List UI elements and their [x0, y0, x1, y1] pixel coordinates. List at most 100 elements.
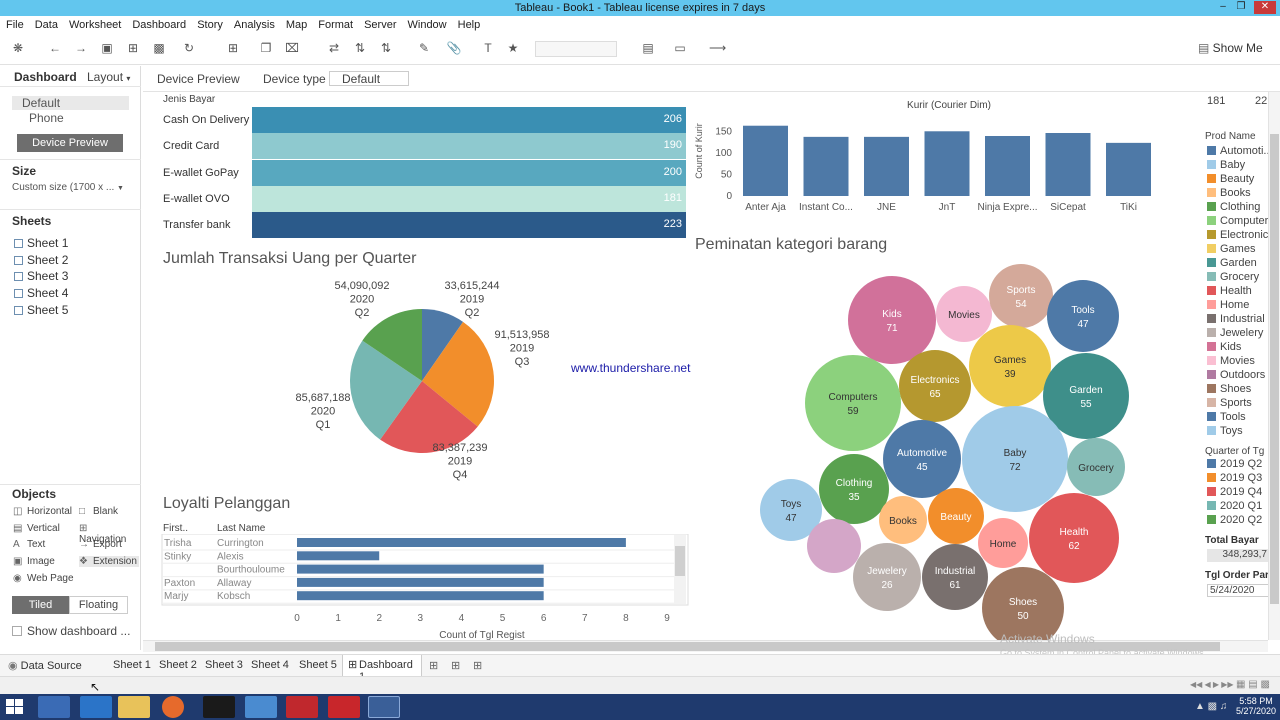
menu-item-map[interactable]: Map — [285, 18, 308, 31]
menu-item-story[interactable]: Story — [197, 18, 223, 31]
vertical-scrollbar[interactable] — [1268, 92, 1280, 640]
server-manager-icon[interactable] — [38, 696, 70, 718]
object-navigation[interactable]: ⊞Navigation — [79, 523, 140, 545]
bubble-shoes[interactable] — [982, 567, 1064, 640]
group-icon[interactable]: 📎 — [446, 41, 462, 55]
quarter-legend-item[interactable]: 2020 Q2 — [1207, 514, 1262, 526]
prod-legend-item[interactable]: Computers — [1207, 215, 1274, 227]
prod-legend-item[interactable]: Movies — [1207, 355, 1255, 367]
jenis-bayar-bar[interactable]: 200 — [252, 159, 686, 186]
close-icon[interactable]: ✕ — [1254, 1, 1276, 14]
jenis-bayar-bar[interactable]: 181 — [252, 185, 686, 212]
bubble-computers[interactable] — [805, 355, 901, 451]
save-icon[interactable]: ▣ — [101, 41, 113, 55]
clock[interactable]: 5:58 PM 5/27/2020 — [1236, 696, 1276, 716]
tab-sheet-3[interactable]: Sheet 3 — [205, 659, 243, 671]
prod-legend-item[interactable]: Automoti... — [1207, 145, 1273, 157]
device-default[interactable]: Default — [12, 96, 129, 110]
new-dashboard-tab-icon[interactable]: ⊞ — [451, 660, 461, 672]
loyalti-col-last[interactable]: Last Name — [217, 523, 266, 534]
quarter-legend-item[interactable]: 2019 Q4 — [1207, 486, 1262, 498]
clear-sheet-icon[interactable]: ⌧ — [285, 41, 299, 55]
bubble-electronics[interactable] — [899, 350, 971, 422]
terminal-icon[interactable] — [203, 696, 235, 718]
device-phone[interactable]: Phone — [29, 111, 64, 125]
new-worksheet-tab-icon[interactable]: ⊞ — [429, 660, 439, 672]
tab-data-source[interactable]: ◉ Data Source — [8, 659, 82, 672]
minimize-icon[interactable]: – — [1220, 1, 1226, 12]
restore-icon[interactable]: ❐ — [1236, 1, 1246, 12]
prod-legend-item[interactable]: Health — [1207, 285, 1252, 297]
tiled-button[interactable]: Tiled — [12, 596, 69, 614]
menu-item-server[interactable]: Server — [364, 18, 397, 31]
bubble-grocery[interactable] — [1067, 438, 1125, 496]
object-horizontal[interactable]: ◫ Horizontal — [13, 506, 72, 517]
kurir-bar[interactable] — [743, 125, 788, 196]
loyalti-col-first[interactable]: First.. — [163, 523, 188, 534]
pie-slice[interactable] — [380, 381, 478, 453]
tableau-task-icon[interactable] — [368, 696, 400, 718]
refresh-icon[interactable]: ↻ — [183, 41, 195, 55]
prod-legend-item[interactable]: Games — [1207, 243, 1255, 255]
horizontal-scrollbar[interactable] — [143, 640, 1268, 652]
menu-item-analysis[interactable]: Analysis — [233, 18, 275, 31]
presentation-mode-icon[interactable]: ▭ — [674, 41, 686, 55]
app-grid-icon[interactable] — [328, 696, 360, 718]
swap-icon[interactable]: ⇄ — [328, 41, 340, 55]
pie-slice[interactable] — [350, 340, 422, 440]
sheet-item-2[interactable]: Sheet 2 — [14, 253, 68, 267]
new-story-tab-icon[interactable]: ⊞ — [473, 660, 483, 672]
show-title-checkbox[interactable]: Show dashboard ... — [12, 624, 130, 638]
prod-legend-item[interactable]: Electronics — [1207, 229, 1274, 241]
scrollbar-thumb[interactable] — [155, 642, 1220, 651]
prod-legend-item[interactable]: Outdoors — [1207, 369, 1265, 381]
scrollbar-thumb[interactable] — [1270, 134, 1279, 604]
prod-legend-item[interactable]: Baby — [1207, 159, 1245, 171]
size-dropdown[interactable]: Custom size (1700 x ... ▼ — [12, 182, 124, 193]
jenis-bayar-bar[interactable]: 190 — [252, 133, 686, 160]
bubble-jewelery[interactable] — [853, 543, 921, 611]
bubble-baby[interactable] — [962, 406, 1068, 512]
tab-sheet-4[interactable]: Sheet 4 — [251, 659, 289, 671]
menu-item-worksheet[interactable]: Worksheet — [68, 18, 122, 31]
prod-legend-item[interactable]: Tools — [1207, 411, 1246, 423]
bubble-books[interactable] — [879, 496, 927, 544]
tab-sheet-2[interactable]: Sheet 2 — [159, 659, 197, 671]
tray-icons[interactable]: ▲ ▩ ♫ — [1195, 701, 1228, 712]
menu-item-file[interactable]: File — [6, 18, 24, 31]
fit-dropdown[interactable] — [535, 41, 617, 57]
powershell-icon[interactable] — [80, 696, 112, 718]
kurir-bar[interactable] — [864, 136, 909, 196]
redo-icon[interactable]: → — [75, 41, 87, 55]
loyalti-bar[interactable] — [297, 551, 380, 561]
kurir-bar[interactable] — [1106, 142, 1151, 196]
show-me-button[interactable]: ▤ Show Me — [1198, 41, 1263, 55]
sort-desc-icon[interactable]: ⇅ — [380, 41, 392, 55]
menu-item-help[interactable]: Help — [457, 18, 481, 31]
app-red-icon[interactable] — [286, 696, 318, 718]
device-preview-link[interactable]: Device Preview — [157, 72, 240, 86]
new-worksheet-icon[interactable]: ⊞ — [227, 41, 239, 55]
floating-button[interactable]: Floating — [69, 596, 128, 614]
tableau-logo-icon[interactable]: ❋ — [12, 41, 24, 55]
menu-item-data[interactable]: Data — [34, 18, 58, 31]
object-vertical[interactable]: ▤ Vertical — [13, 523, 60, 534]
show-cards-icon[interactable]: ▤ — [642, 41, 654, 55]
jenis-bayar-bar[interactable]: 206 — [252, 107, 686, 133]
tab-sheet-1[interactable]: Sheet 1 — [113, 659, 151, 671]
kurir-bar[interactable] — [1045, 133, 1091, 196]
file-explorer-icon[interactable] — [118, 696, 150, 718]
tab-layout[interactable]: Layout ▾ — [87, 70, 130, 84]
undo-icon[interactable]: ← — [49, 41, 61, 55]
prod-legend-item[interactable]: Garden — [1207, 257, 1257, 269]
object-text[interactable]: A Text — [13, 539, 45, 550]
sort-asc-icon[interactable]: ⇅ — [354, 41, 366, 55]
sheet-item-1[interactable]: Sheet 1 — [14, 236, 68, 250]
quarter-legend-item[interactable]: 2019 Q2 — [1207, 458, 1262, 470]
menu-item-format[interactable]: Format — [318, 18, 354, 31]
tab-dashboard[interactable]: Dashboard — [14, 70, 77, 84]
loyalti-bar[interactable] — [297, 538, 626, 547]
quarter-legend-item[interactable]: 2019 Q3 — [1207, 472, 1262, 484]
jenis-bayar-bar[interactable]: 223 — [252, 212, 686, 239]
object-export[interactable]: → Export — [79, 539, 122, 550]
